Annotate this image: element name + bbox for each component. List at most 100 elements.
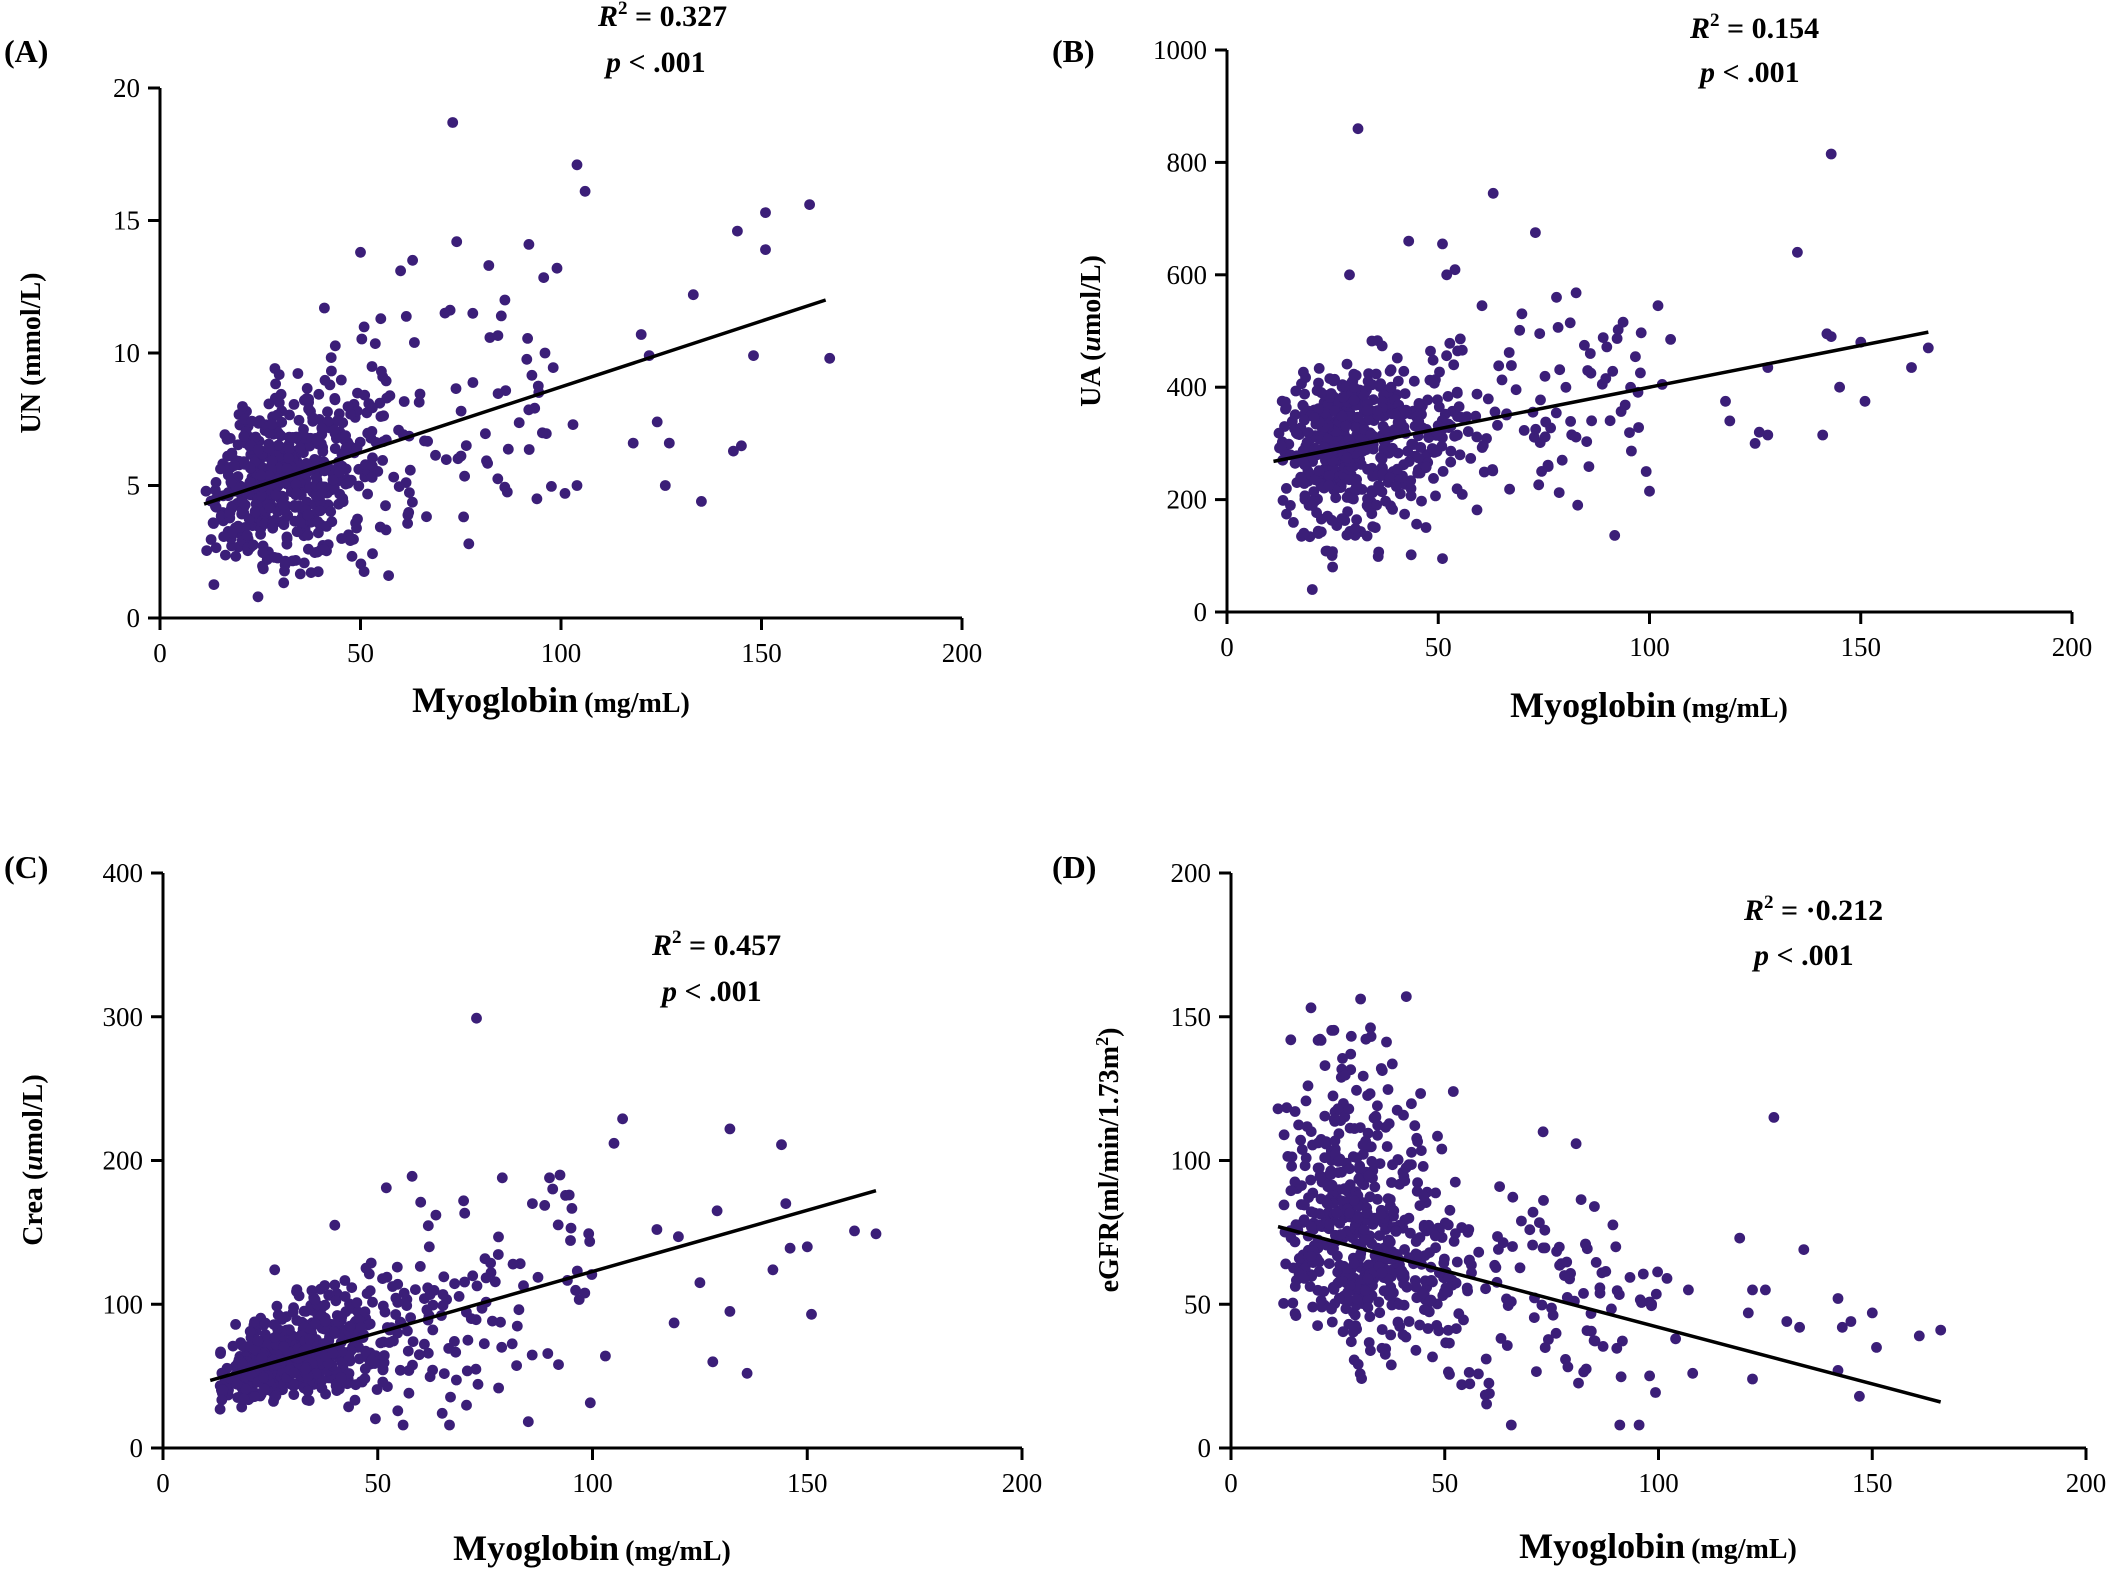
data-point <box>402 518 413 529</box>
data-point <box>398 1287 410 1299</box>
data-point <box>1832 1293 1844 1304</box>
data-point <box>1581 436 1593 447</box>
data-point <box>1683 1284 1694 1296</box>
data-point <box>1301 436 1313 448</box>
data-point <box>366 1355 378 1366</box>
data-point <box>1315 1295 1327 1306</box>
y-tick-label: 0 <box>1194 597 1208 627</box>
data-point <box>1403 1212 1415 1224</box>
data-point <box>1296 1144 1308 1155</box>
data-point <box>1454 333 1466 345</box>
data-point <box>527 1198 538 1209</box>
data-point <box>559 488 571 499</box>
data-point <box>352 513 363 525</box>
data-point <box>329 1279 341 1291</box>
data-point <box>554 1169 566 1181</box>
x-tick-label: 200 <box>2052 632 2093 662</box>
data-point <box>424 1371 436 1383</box>
data-point <box>310 472 322 483</box>
data-point <box>453 1291 465 1302</box>
data-point <box>780 1198 792 1209</box>
data-point <box>419 1338 430 1350</box>
data-point <box>1408 375 1420 387</box>
data-point <box>492 388 504 399</box>
data-point <box>257 547 269 559</box>
data-point <box>377 1376 389 1388</box>
data-point <box>380 500 391 512</box>
data-point <box>1438 1257 1450 1269</box>
data-point <box>1539 370 1551 382</box>
data-point <box>687 289 699 301</box>
data-point <box>1444 337 1456 349</box>
data-point <box>1326 1316 1338 1328</box>
y-tick-label: 200 <box>1171 858 1212 888</box>
data-point <box>289 515 300 527</box>
data-point <box>663 437 675 449</box>
data-point <box>250 431 261 443</box>
x-tick-label: 100 <box>1629 632 1670 662</box>
data-point <box>1561 1292 1573 1303</box>
data-point <box>1384 1236 1396 1248</box>
data-point <box>1391 463 1403 475</box>
data-point <box>1345 1048 1357 1060</box>
data-point <box>1326 1025 1338 1036</box>
data-point <box>1323 470 1335 482</box>
data-point <box>659 480 671 491</box>
data-point <box>1330 492 1342 504</box>
data-point <box>207 517 219 529</box>
data-point <box>269 552 280 563</box>
data-point <box>294 442 306 454</box>
data-point <box>422 435 433 447</box>
data-point <box>205 534 217 545</box>
data-point <box>1442 1324 1454 1336</box>
data-point <box>1550 1327 1562 1339</box>
data-point <box>470 1363 482 1375</box>
data-point <box>1433 401 1445 413</box>
data-point <box>1465 453 1477 464</box>
data-point <box>1906 362 1917 373</box>
data-point <box>767 1264 779 1276</box>
data-point <box>1463 1367 1475 1378</box>
x-tick-label: 150 <box>741 638 782 668</box>
data-point <box>309 547 321 558</box>
p-value-annotation: p < .001 <box>1751 939 1854 972</box>
p-value-annotation: p < .001 <box>1697 56 1800 89</box>
data-point <box>355 1322 367 1333</box>
data-point <box>1363 1170 1375 1181</box>
data-point <box>1859 395 1871 407</box>
data-point <box>1319 1110 1331 1122</box>
data-point <box>1307 1301 1319 1313</box>
data-point <box>1747 1373 1758 1385</box>
data-point <box>1351 514 1362 526</box>
data-point <box>1348 382 1360 393</box>
data-point <box>1293 1119 1304 1131</box>
data-point <box>1327 561 1338 573</box>
data-point <box>367 548 378 560</box>
data-point <box>522 333 533 344</box>
data-point <box>1935 1324 1947 1336</box>
data-point <box>214 1403 226 1415</box>
data-point <box>1306 500 1318 511</box>
data-point <box>301 383 313 394</box>
data-point <box>513 417 525 429</box>
data-point <box>339 1275 351 1286</box>
data-point <box>1456 489 1468 500</box>
data-point <box>1339 1183 1350 1194</box>
data-point <box>390 1309 402 1320</box>
data-point <box>270 489 281 501</box>
data-point <box>526 1349 538 1361</box>
data-point <box>1375 378 1386 390</box>
data-point <box>523 239 535 250</box>
data-point <box>1443 1366 1454 1378</box>
data-point <box>1381 1141 1393 1152</box>
data-point <box>1470 410 1482 422</box>
data-point <box>369 338 381 349</box>
data-point <box>1386 1177 1397 1188</box>
data-point <box>1281 508 1292 520</box>
data-point <box>291 487 302 499</box>
data-point <box>1376 453 1388 465</box>
data-point <box>208 579 220 590</box>
data-point <box>1375 1063 1387 1074</box>
data-point <box>806 1308 817 1320</box>
data-point <box>1539 431 1551 443</box>
